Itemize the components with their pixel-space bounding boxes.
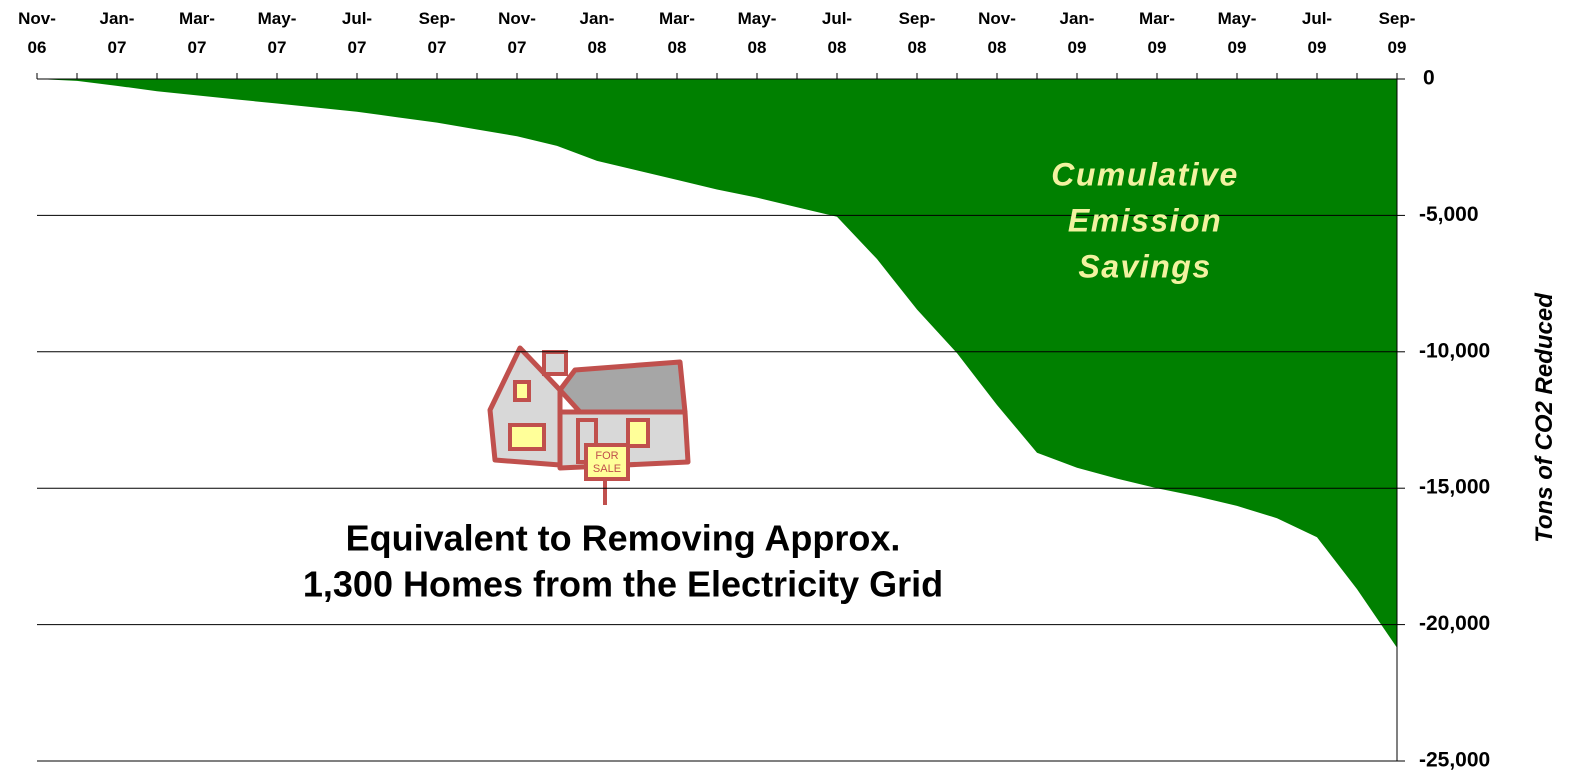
x-tick-label: Jan-08 [580, 9, 615, 57]
x-tick-label: Mar-08 [659, 9, 695, 57]
y-tick-label: -5,000 [1419, 203, 1479, 226]
x-tick-label: Sep-09 [1379, 9, 1416, 57]
x-tick-label: Jul-08 [822, 9, 852, 57]
y-axis-title: Tons of CO2 Reduced [1531, 292, 1558, 543]
x-tick-label: Jul-09 [1302, 9, 1332, 57]
equivalence-text: 1,300 Homes from the Electricity Grid [303, 564, 943, 605]
y-tick-label: 0 [1423, 67, 1435, 90]
x-tick-label: Mar-07 [179, 9, 215, 57]
sign-text: FOR [595, 450, 618, 462]
x-tick-label: Sep-08 [899, 9, 936, 57]
house-icon: FOR SALE [490, 348, 688, 505]
equivalence-text: Equivalent to Removing Approx. [346, 518, 901, 559]
y-tick-label: -15,000 [1419, 476, 1490, 499]
x-tick-label: Jan-09 [1060, 9, 1095, 57]
chart: FOR SALE 0 -5,000 -10,000 -15,000 -20,000 -25… [0, 0, 1570, 775]
x-tick-label: May-07 [258, 9, 297, 57]
annotation: Cumulative [1051, 156, 1238, 192]
annotation: Savings [1078, 248, 1211, 284]
x-tick-label: Jul-07 [342, 9, 372, 57]
annotation: Emission [1068, 202, 1222, 238]
y-tick-label: -10,000 [1419, 339, 1490, 362]
x-tick-label: May-08 [738, 9, 777, 57]
x-tick-label: May-09 [1218, 9, 1257, 57]
sign-text: SALE [593, 463, 621, 475]
y-tick-label: -25,000 [1419, 749, 1490, 772]
x-tick-label: Jan-07 [100, 9, 135, 57]
x-tick-label: Nov-07 [498, 9, 536, 57]
x-tick-label: Sep-07 [419, 9, 456, 57]
x-tick-label: Mar-09 [1139, 9, 1175, 57]
x-tick-label: Nov-06 [18, 9, 56, 57]
x-tick-label: Nov-08 [978, 9, 1016, 57]
y-tick-label: -20,000 [1419, 612, 1490, 635]
